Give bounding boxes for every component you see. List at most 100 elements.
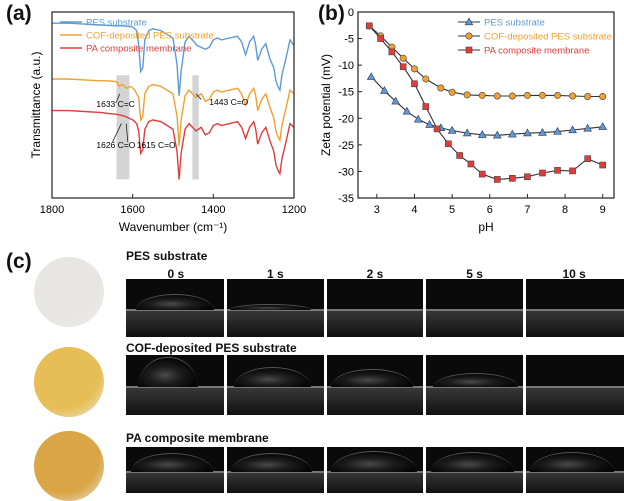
frame-divider bbox=[323, 279, 327, 337]
water-droplet bbox=[230, 452, 313, 472]
row-title: COF-deposited PES substrate bbox=[126, 341, 297, 355]
surface-line bbox=[424, 309, 525, 312]
time-label: 0 s bbox=[167, 267, 185, 281]
data-point bbox=[568, 125, 577, 134]
droplet-frame bbox=[325, 279, 425, 337]
surface-line bbox=[225, 309, 326, 312]
substrate-reflection bbox=[424, 470, 525, 493]
x-tick-label: 1400 bbox=[201, 204, 225, 216]
data-point bbox=[456, 152, 463, 159]
substrate-reflection bbox=[225, 386, 326, 415]
frame-divider bbox=[423, 355, 427, 415]
surface-line bbox=[524, 386, 624, 389]
data-point bbox=[524, 173, 531, 181]
data-point bbox=[391, 96, 400, 105]
surface-line bbox=[325, 386, 425, 389]
substrate-reflection bbox=[325, 309, 425, 337]
data-point bbox=[584, 155, 591, 162]
droplet-frame bbox=[225, 447, 326, 493]
annotation-arrow bbox=[195, 93, 202, 100]
peak-annotation-0: 1633 C=C bbox=[96, 99, 135, 109]
frame-divider bbox=[224, 355, 228, 415]
data-point bbox=[462, 128, 472, 137]
legend-entry-2: PA composite membrane bbox=[484, 46, 589, 57]
water-droplet bbox=[229, 303, 312, 311]
surface-line bbox=[524, 309, 624, 312]
data-point bbox=[402, 106, 412, 115]
series-line-1 bbox=[52, 78, 295, 146]
data-point bbox=[445, 140, 452, 148]
droplet-frame bbox=[325, 355, 425, 415]
data-point bbox=[433, 125, 441, 133]
water-droplet bbox=[331, 451, 417, 472]
data-point bbox=[422, 103, 430, 110]
droplet-frame bbox=[225, 355, 326, 415]
frame-divider bbox=[423, 279, 427, 337]
data-point bbox=[478, 170, 486, 178]
legend-entry-1: COF-deposited PES substrate bbox=[484, 32, 612, 43]
surface-line bbox=[126, 470, 226, 473]
water-droplet bbox=[432, 373, 519, 388]
droplet-image-strip bbox=[126, 279, 624, 337]
x-axis-label: pH bbox=[478, 220, 493, 234]
data-point bbox=[447, 125, 457, 134]
substrate-reflection bbox=[225, 470, 326, 493]
frame-divider bbox=[423, 447, 427, 493]
water-droplet bbox=[137, 356, 198, 388]
data-point bbox=[508, 92, 516, 100]
substrate-reflection bbox=[524, 470, 624, 493]
data-point bbox=[508, 129, 517, 138]
surface-line bbox=[325, 309, 425, 312]
droplet-frame bbox=[126, 447, 226, 493]
highlight-band-0 bbox=[116, 75, 130, 180]
droplet-frame bbox=[524, 279, 624, 337]
x-tick-label: 6 bbox=[487, 204, 493, 216]
data-point bbox=[598, 122, 608, 130]
row-title: PES substrate bbox=[126, 249, 208, 263]
substrate-reflection bbox=[325, 386, 425, 415]
series-line-0 bbox=[370, 76, 603, 136]
substrate-reflection bbox=[325, 470, 425, 493]
water-droplet bbox=[331, 369, 413, 388]
data-point bbox=[467, 160, 475, 168]
data-point bbox=[523, 91, 531, 99]
substrate-reflection bbox=[225, 309, 326, 337]
time-label: 1 s bbox=[267, 267, 284, 281]
substrate-reflection bbox=[126, 470, 226, 493]
substrate-reflection bbox=[126, 309, 226, 337]
data-point bbox=[583, 123, 592, 132]
data-point bbox=[399, 54, 407, 62]
substrate-reflection bbox=[126, 386, 226, 415]
y-tick-label: -20 bbox=[338, 113, 354, 125]
legend-entry-1: COF-deposited PES substrate bbox=[86, 31, 214, 42]
legend-entry-0: PES substrate bbox=[86, 18, 147, 29]
droplet-frame bbox=[325, 447, 425, 493]
data-point bbox=[599, 161, 607, 169]
y-tick-label: -5 bbox=[344, 34, 354, 46]
data-point bbox=[554, 167, 561, 174]
membrane-photo bbox=[34, 347, 104, 417]
y-axis-label: Transmittance (a.u.) bbox=[29, 52, 43, 159]
data-point bbox=[388, 48, 396, 56]
data-point bbox=[553, 126, 562, 135]
peak-annotation-2: 1615 C=O bbox=[137, 140, 176, 150]
data-point bbox=[538, 91, 546, 99]
surface-line bbox=[424, 386, 525, 389]
water-droplet bbox=[135, 294, 214, 311]
water-droplet bbox=[130, 452, 213, 472]
data-point bbox=[523, 128, 532, 137]
legend-entry-2: PA composite membrane bbox=[86, 44, 191, 55]
series-line-2 bbox=[52, 109, 295, 180]
time-label: 5 s bbox=[466, 267, 483, 281]
highlight-band-1 bbox=[192, 75, 199, 180]
x-tick-label: 5 bbox=[449, 204, 455, 216]
plot-frame bbox=[357, 11, 615, 199]
panel-label-a: (a) bbox=[6, 2, 32, 25]
panel-label-b: (b) bbox=[318, 2, 345, 25]
row-title: PA composite membrane bbox=[126, 431, 269, 445]
x-tick-label: 1200 bbox=[282, 204, 306, 216]
x-tick-label: 1600 bbox=[120, 204, 144, 216]
x-tick-label: 3 bbox=[374, 204, 380, 216]
surface-line bbox=[126, 309, 226, 312]
data-point bbox=[509, 175, 516, 182]
